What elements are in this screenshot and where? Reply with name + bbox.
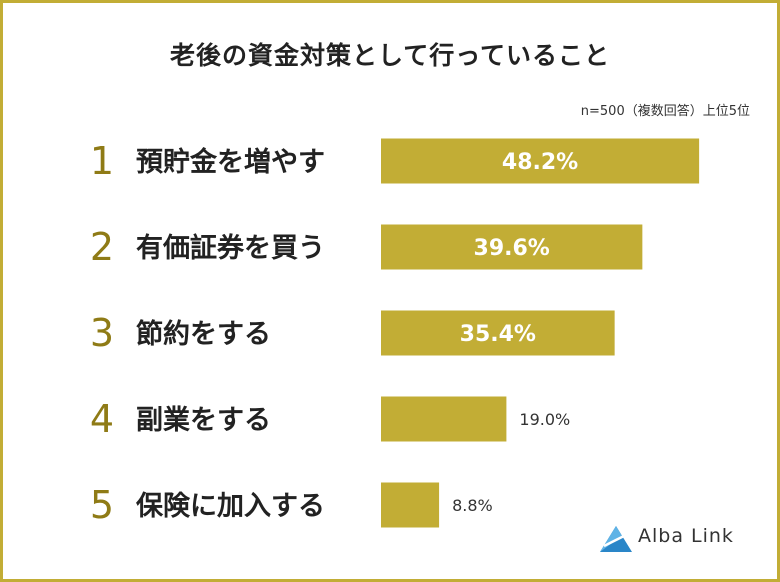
category-label: 預貯金を増やす xyxy=(136,146,325,178)
rank-number: 1 xyxy=(90,139,114,183)
brand-name: Alba Link xyxy=(638,525,734,547)
bar xyxy=(381,138,700,184)
rank-number: 3 xyxy=(90,311,114,355)
data-label: 19.0% xyxy=(519,410,570,429)
bar xyxy=(381,396,507,442)
bar xyxy=(381,310,615,356)
bar xyxy=(381,482,440,528)
data-label: 35.4% xyxy=(460,322,536,347)
rank-number: 4 xyxy=(90,397,114,441)
data-label: 8.8% xyxy=(452,496,493,515)
sample-note: n=500（複数回答）上位5位 xyxy=(580,104,750,119)
bar xyxy=(381,224,643,270)
chart-title: 老後の資金対策として行っていること xyxy=(169,41,610,70)
brand-logo: Alba Link xyxy=(598,524,758,554)
category-label: 節約をする xyxy=(136,318,271,350)
rank-number: 5 xyxy=(90,483,114,527)
alba-link-logo-icon xyxy=(600,526,632,552)
category-label: 副業をする xyxy=(136,405,271,436)
category-label: 保険に加入する xyxy=(135,491,325,522)
rank-number: 2 xyxy=(90,225,114,269)
category-label: 有価証券を買う xyxy=(136,232,325,264)
data-label: 48.2% xyxy=(502,150,578,175)
data-label: 39.6% xyxy=(474,236,550,261)
